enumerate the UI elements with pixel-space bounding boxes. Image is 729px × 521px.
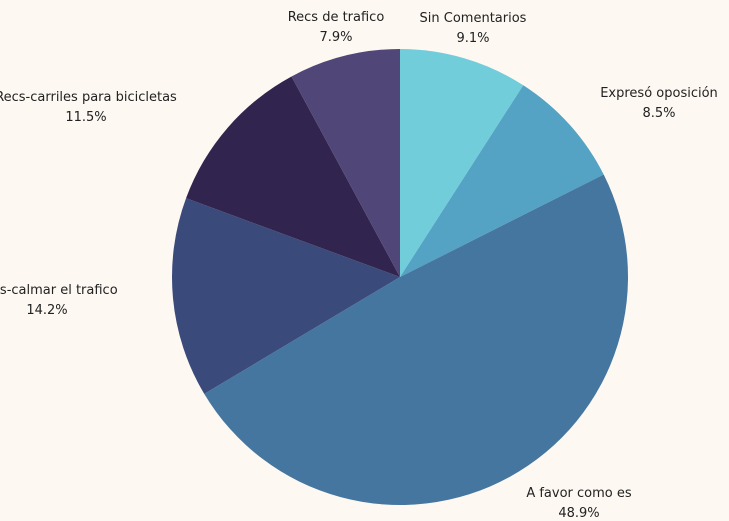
slice-label-6: Recs de trafico bbox=[288, 10, 385, 25]
pie-slice-3 bbox=[204, 174, 629, 506]
slice-label-3: A favor como es bbox=[526, 486, 632, 501]
pie-slice-5 bbox=[186, 76, 400, 277]
slice-label-2: Expresó oposición bbox=[600, 86, 718, 101]
pie-slice-6 bbox=[291, 49, 400, 277]
slice-label-4: Recs-calmar el trafico bbox=[0, 283, 118, 298]
slice-percent-3: 48.9% bbox=[558, 506, 599, 521]
slice-label-5: Recs-carriles para bicicletas bbox=[0, 90, 177, 105]
slice-percent-5: 11.5% bbox=[65, 110, 106, 125]
pie-slice-1 bbox=[400, 49, 524, 277]
slice-labels: Sin Comentarios 9.1% Expresó oposición 8.5%… bbox=[0, 10, 718, 521]
slice-percent-1: 9.1% bbox=[456, 31, 489, 46]
slice-percent-6: 7.9% bbox=[319, 30, 352, 45]
slice-label-1: Sin Comentarios bbox=[420, 11, 527, 26]
slice-percent-2: 8.5% bbox=[642, 106, 675, 121]
slice-percent-4: 14.2% bbox=[26, 303, 67, 318]
pie-slices bbox=[171, 49, 629, 506]
pie-slice-2 bbox=[400, 85, 604, 278]
pie-slice-4 bbox=[171, 198, 400, 394]
